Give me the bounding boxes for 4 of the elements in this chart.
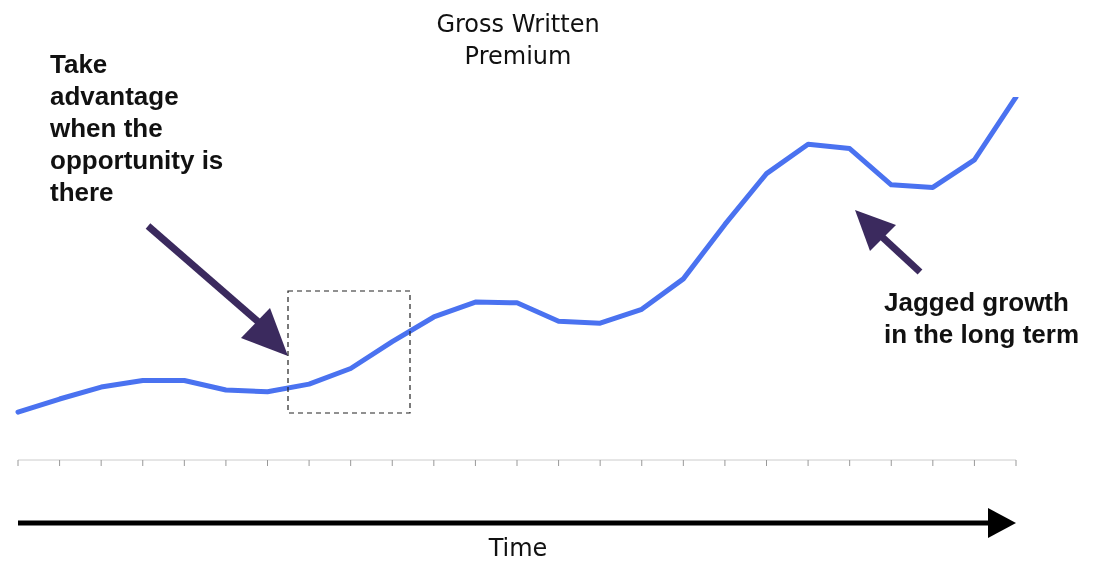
annotation: Jagged growth in the long term: [884, 286, 1080, 350]
x-axis-title: Time: [487, 534, 549, 562]
chart-title: Gross Written Premium: [435, 9, 601, 72]
annotation: Take advantage when the opportunity is there: [50, 48, 225, 208]
